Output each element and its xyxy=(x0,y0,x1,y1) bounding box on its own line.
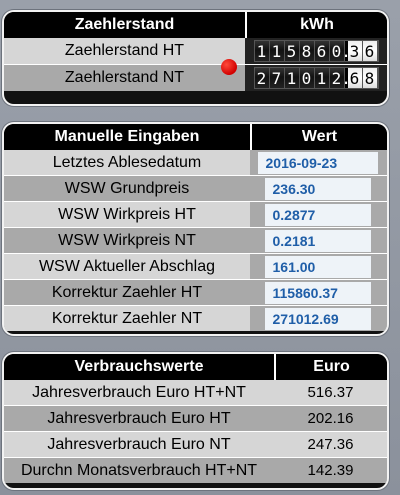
manual-value-cell: 2016-09-23 xyxy=(250,150,387,175)
manual-value-cell: 236.30 xyxy=(250,176,387,201)
base-price-field[interactable]: 236.30 xyxy=(264,177,371,200)
odometer-digit: 5 xyxy=(284,41,300,61)
odometer-ht: 1 1 5 8 6 0 . 3 6 xyxy=(253,40,379,62)
odometer-digit: 1 xyxy=(314,68,330,88)
consumption-label: Jahresverbrauch Euro NT xyxy=(4,432,274,457)
manual-header-name: Manuelle Eingaben xyxy=(54,128,200,145)
manual-label: WSW Grundpreis xyxy=(4,176,250,201)
consumption-row: Jahresverbrauch Euro HT+NT 516.37 xyxy=(4,380,387,405)
consumption-value: 247.36 xyxy=(274,432,387,457)
manual-input-panel: Manuelle Eingaben Wert Letztes Ablesedat… xyxy=(2,122,389,336)
odometer-digit: 6 xyxy=(314,41,330,61)
manual-value-cell: 115860.37 xyxy=(250,280,387,305)
manual-row: WSW Aktueller Abschlag 161.00 xyxy=(4,253,387,279)
consumption-value: 142.39 xyxy=(274,458,387,483)
manual-row: WSW Wirkpreis HT 0.2877 xyxy=(4,201,387,227)
current-installment-field[interactable]: 161.00 xyxy=(264,255,371,278)
manual-header: Manuelle Eingaben Wert xyxy=(4,124,387,150)
last-reading-date-field[interactable]: 2016-09-23 xyxy=(257,151,378,174)
manual-row: Letztes Ablesedatum 2016-09-23 xyxy=(4,150,387,175)
consumption-panel: Verbrauchswerte Euro Jahresverbrauch Eur… xyxy=(2,352,389,490)
price-ht-field[interactable]: 0.2877 xyxy=(264,203,371,226)
consumption-value: 516.37 xyxy=(274,380,387,405)
meter-header-name: Zaehlerstand xyxy=(74,16,175,33)
consumption-label: Jahresverbrauch Euro HT+NT xyxy=(4,380,274,405)
decimal-separator: . xyxy=(341,41,351,61)
consumption-header-name: Verbrauchswerte xyxy=(74,358,204,375)
meter-label-ht: Zaehlerstand HT xyxy=(4,38,245,64)
meter-header: Zaehlerstand kWh xyxy=(4,12,387,38)
meter-value-nt: 2 7 1 0 1 2 . 6 8 xyxy=(245,65,387,91)
odometer-nt: 2 7 1 0 1 2 . 6 8 xyxy=(253,67,379,89)
manual-label: Korrektur Zaehler HT xyxy=(4,280,250,305)
odometer-decimal-digit: 8 xyxy=(362,68,378,88)
meter-label-nt: Zaehlerstand NT xyxy=(4,65,245,91)
consumption-header: Verbrauchswerte Euro xyxy=(4,354,387,380)
odometer-digit: 1 xyxy=(269,41,285,61)
odometer-digit: 1 xyxy=(254,41,270,61)
manual-value-cell: 161.00 xyxy=(250,254,387,279)
consumption-label: Durchn Monatsverbrauch HT+NT xyxy=(4,458,274,483)
consumption-row: Jahresverbrauch Euro HT 202.16 xyxy=(4,405,387,431)
meter-panel: Zaehlerstand kWh Zaehlerstand HT 1 1 5 8… xyxy=(2,10,389,106)
manual-header-value: Wert xyxy=(250,124,387,150)
manual-label: WSW Aktueller Abschlag xyxy=(4,254,250,279)
manual-value-cell: 0.2181 xyxy=(250,228,387,253)
odometer-digit: 0 xyxy=(299,68,315,88)
manual-label: WSW Wirkpreis HT xyxy=(4,202,250,227)
consumption-value: 202.16 xyxy=(274,406,387,431)
consumption-label: Jahresverbrauch Euro HT xyxy=(4,406,274,431)
manual-row: WSW Wirkpreis NT 0.2181 xyxy=(4,227,387,253)
odometer-digit: 7 xyxy=(269,68,285,88)
manual-label: WSW Wirkpreis NT xyxy=(4,228,250,253)
correction-nt-field[interactable]: 271012.69 xyxy=(264,307,371,330)
manual-value-cell: 271012.69 xyxy=(250,306,387,331)
odometer-decimal-digit: 6 xyxy=(362,41,378,61)
manual-row: Korrektur Zaehler NT 271012.69 xyxy=(4,305,387,331)
manual-row: WSW Grundpreis 236.30 xyxy=(4,175,387,201)
odometer-decimal-digit: 6 xyxy=(347,68,363,88)
odometer-decimal-digit: 3 xyxy=(347,41,363,61)
status-indicator-icon xyxy=(221,59,237,75)
odometer-digit: 2 xyxy=(254,68,270,88)
decimal-separator: . xyxy=(341,68,351,88)
manual-label: Korrektur Zaehler NT xyxy=(4,306,250,331)
consumption-row: Jahresverbrauch Euro NT 247.36 xyxy=(4,431,387,457)
odometer-digit: 8 xyxy=(299,41,315,61)
consumption-row: Durchn Monatsverbrauch HT+NT 142.39 xyxy=(4,457,387,483)
meter-header-unit: kWh xyxy=(245,12,387,38)
price-nt-field[interactable]: 0.2181 xyxy=(264,229,371,252)
meter-row-nt: Zaehlerstand NT 2 7 1 0 1 2 . 6 8 xyxy=(4,64,387,91)
odometer-digit: 1 xyxy=(284,68,300,88)
consumption-header-value: Euro xyxy=(274,354,387,380)
odometer-digit: 0 xyxy=(329,41,345,61)
meter-value-ht: 1 1 5 8 6 0 . 3 6 xyxy=(245,38,387,64)
odometer-digit: 2 xyxy=(329,68,345,88)
meter-row-ht: Zaehlerstand HT 1 1 5 8 6 0 . 3 6 xyxy=(4,38,387,64)
manual-value-cell: 0.2877 xyxy=(250,202,387,227)
correction-ht-field[interactable]: 115860.37 xyxy=(264,281,371,304)
manual-label: Letztes Ablesedatum xyxy=(4,150,250,175)
manual-row: Korrektur Zaehler HT 115860.37 xyxy=(4,279,387,305)
